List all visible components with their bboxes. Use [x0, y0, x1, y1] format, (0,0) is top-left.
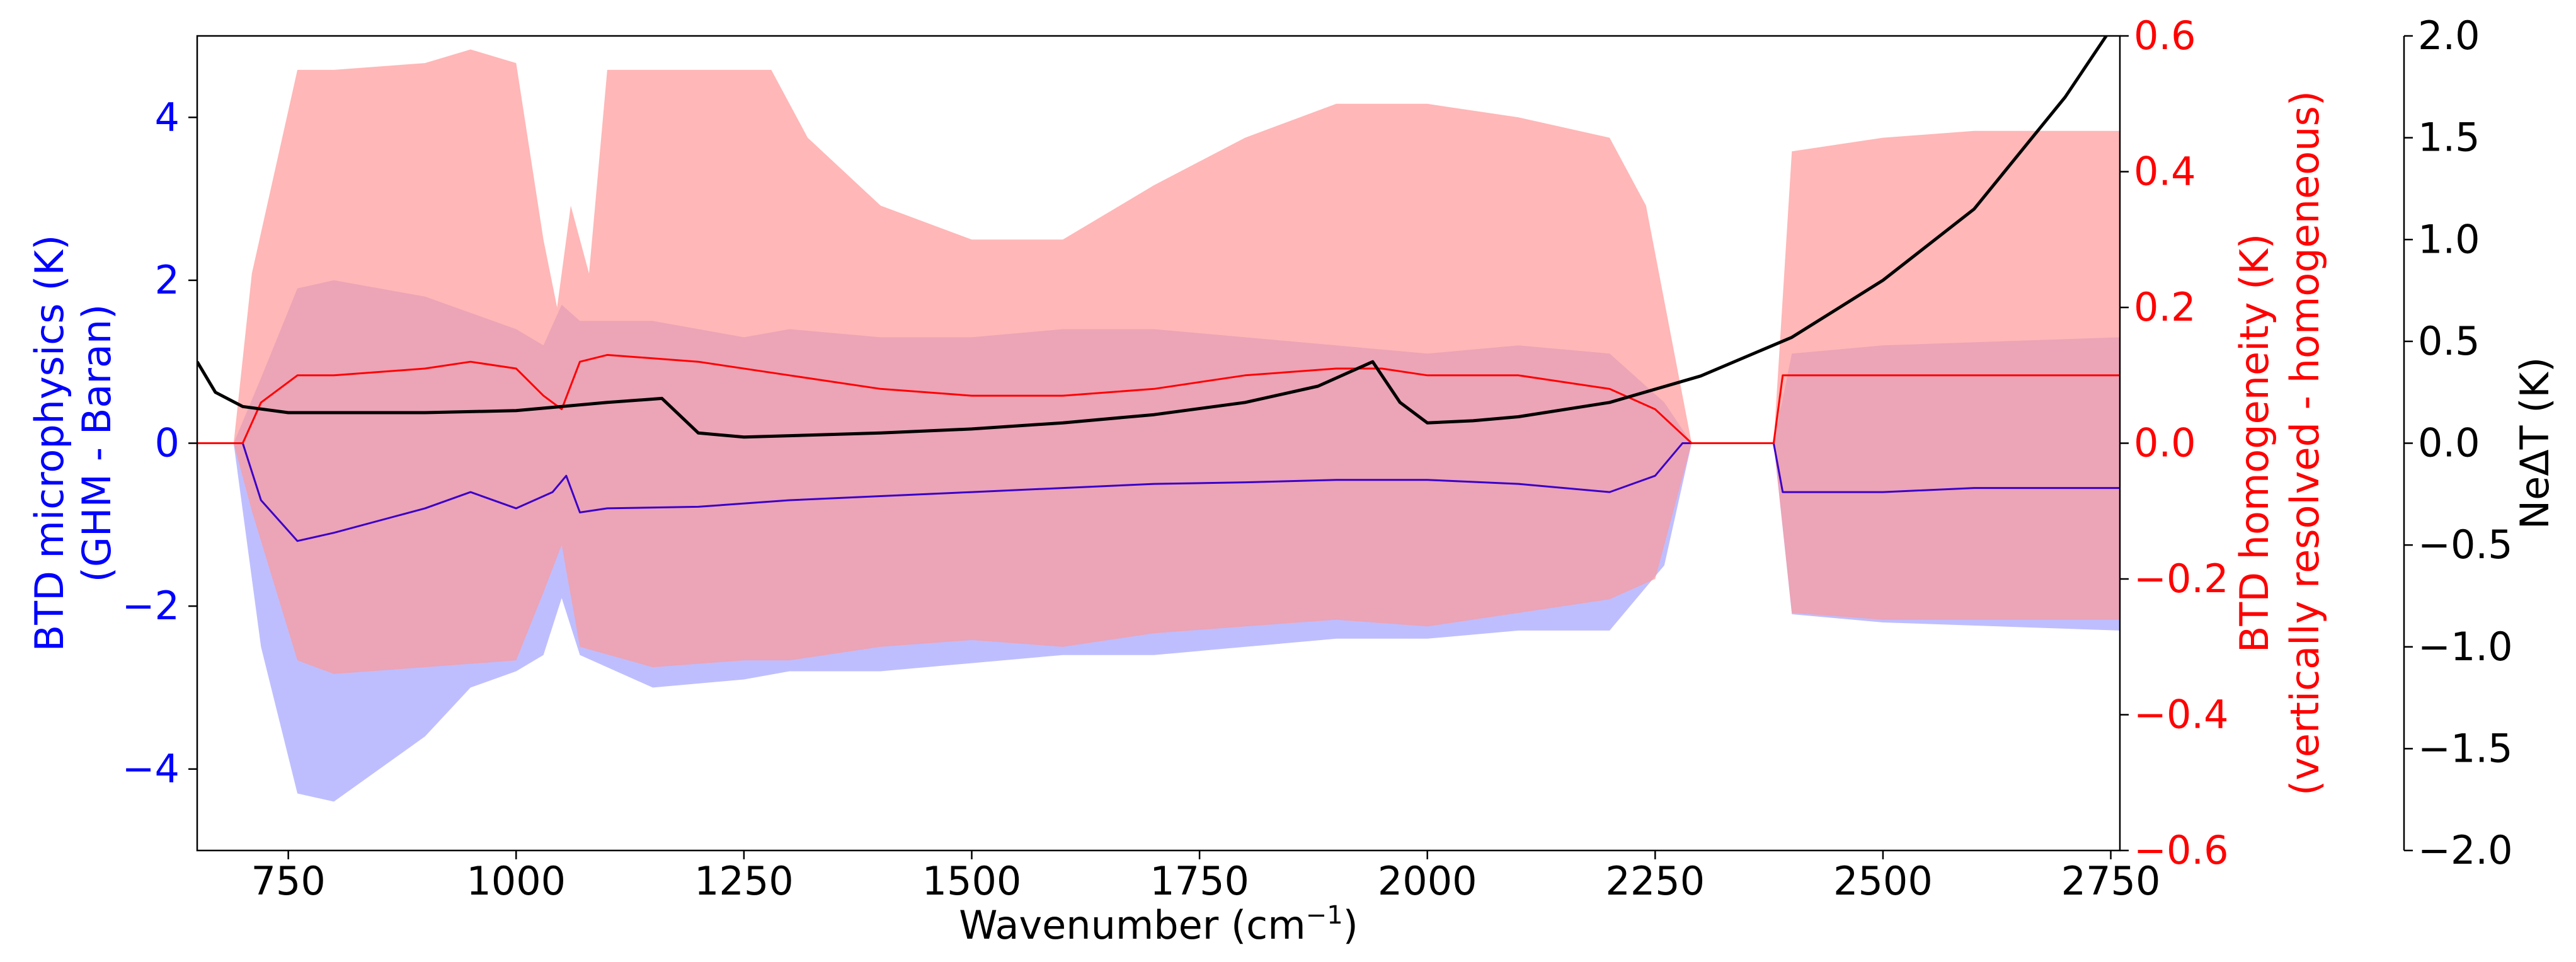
- left-y-tick-label: 4: [155, 94, 180, 140]
- x-axis-label-close: ): [1343, 902, 1358, 948]
- series-line-nedt: [197, 36, 2109, 439]
- nedt-y-tick-label: −2.0: [2418, 827, 2513, 873]
- left-y-axis-label: BTD microphysics (K) (GHM - Baran): [26, 235, 120, 652]
- x-tick-label: 1250: [694, 858, 794, 904]
- red-y-axis-label-line1: BTD homogeneity (K): [2231, 234, 2277, 653]
- x-axis-label-main: Wavenumber (cm: [959, 902, 1306, 948]
- nedt-y-tick-label: 0.0: [2418, 420, 2480, 466]
- series-line-homogeneity: [197, 353, 2120, 444]
- left-y-axis-label-line1: BTD microphysics (K): [26, 235, 72, 652]
- band-layer: [197, 49, 2120, 802]
- nedt-y-tick-label: 2.0: [2418, 13, 2480, 59]
- nedt-y-axis-label-line1: NeΔT (K): [2512, 357, 2558, 530]
- x-tick-label: 2000: [1378, 858, 1477, 904]
- tick-layer: 750 1000 1250 1500 1750 2000 2250 2500 2750 −4 −2 0…: [122, 13, 2513, 904]
- x-tick-label: 750: [251, 858, 325, 904]
- nedt-y-tick-label: −1.5: [2418, 725, 2513, 771]
- red-y-tick-label: 0.6: [2134, 13, 2196, 59]
- x-axis-label: Wavenumber (cm−1): [959, 901, 1358, 948]
- nedt-y-axis-label: NeΔT (K): [2512, 357, 2558, 530]
- x-axis-label-superscript: −1: [1306, 901, 1343, 930]
- nedt-y-tick-label: 1.5: [2418, 115, 2480, 161]
- nedt-y-tick-label: 1.0: [2418, 216, 2480, 262]
- left-y-tick-label: −2: [122, 583, 180, 629]
- red-y-tick-label: 0.2: [2134, 284, 2196, 330]
- left-y-tick-label: 2: [155, 257, 180, 303]
- left-y-tick-label: −4: [122, 746, 180, 792]
- red-y-tick-label: −0.2: [2134, 556, 2229, 602]
- red-y-tick-label: 0.4: [2134, 149, 2196, 195]
- red-y-tick-label: −0.4: [2134, 692, 2229, 738]
- nedt-y-tick-label: −1.0: [2418, 624, 2513, 670]
- red-y-tick-label: −0.6: [2134, 827, 2229, 873]
- x-tick-label: 2250: [1605, 858, 1705, 904]
- x-tick-label: 2750: [2061, 858, 2161, 904]
- x-tick-label: 1750: [1150, 858, 1249, 904]
- band-homogeneity-upper: [197, 49, 2120, 444]
- left-y-axis-label-line2: (GHM - Baran): [74, 304, 120, 583]
- red-y-axis-label: BTD homogeneity (K) (vertically resolved…: [2231, 91, 2328, 796]
- red-y-axis-label-line2: (vertically resolved - homogeneous): [2282, 91, 2328, 796]
- nedt-y-tick-label: −0.5: [2418, 522, 2513, 568]
- red-y-tick-label: 0.0: [2134, 420, 2196, 466]
- x-tick-label: 2500: [1833, 858, 1933, 904]
- line-layer: [197, 36, 2120, 542]
- band-homogeneity-lower: [197, 443, 2120, 674]
- left-y-tick-label: 0: [155, 420, 180, 466]
- nedt-y-tick-label: 0.5: [2418, 318, 2480, 364]
- x-tick-label: 1000: [466, 858, 566, 904]
- x-tick-label: 1500: [922, 858, 1022, 904]
